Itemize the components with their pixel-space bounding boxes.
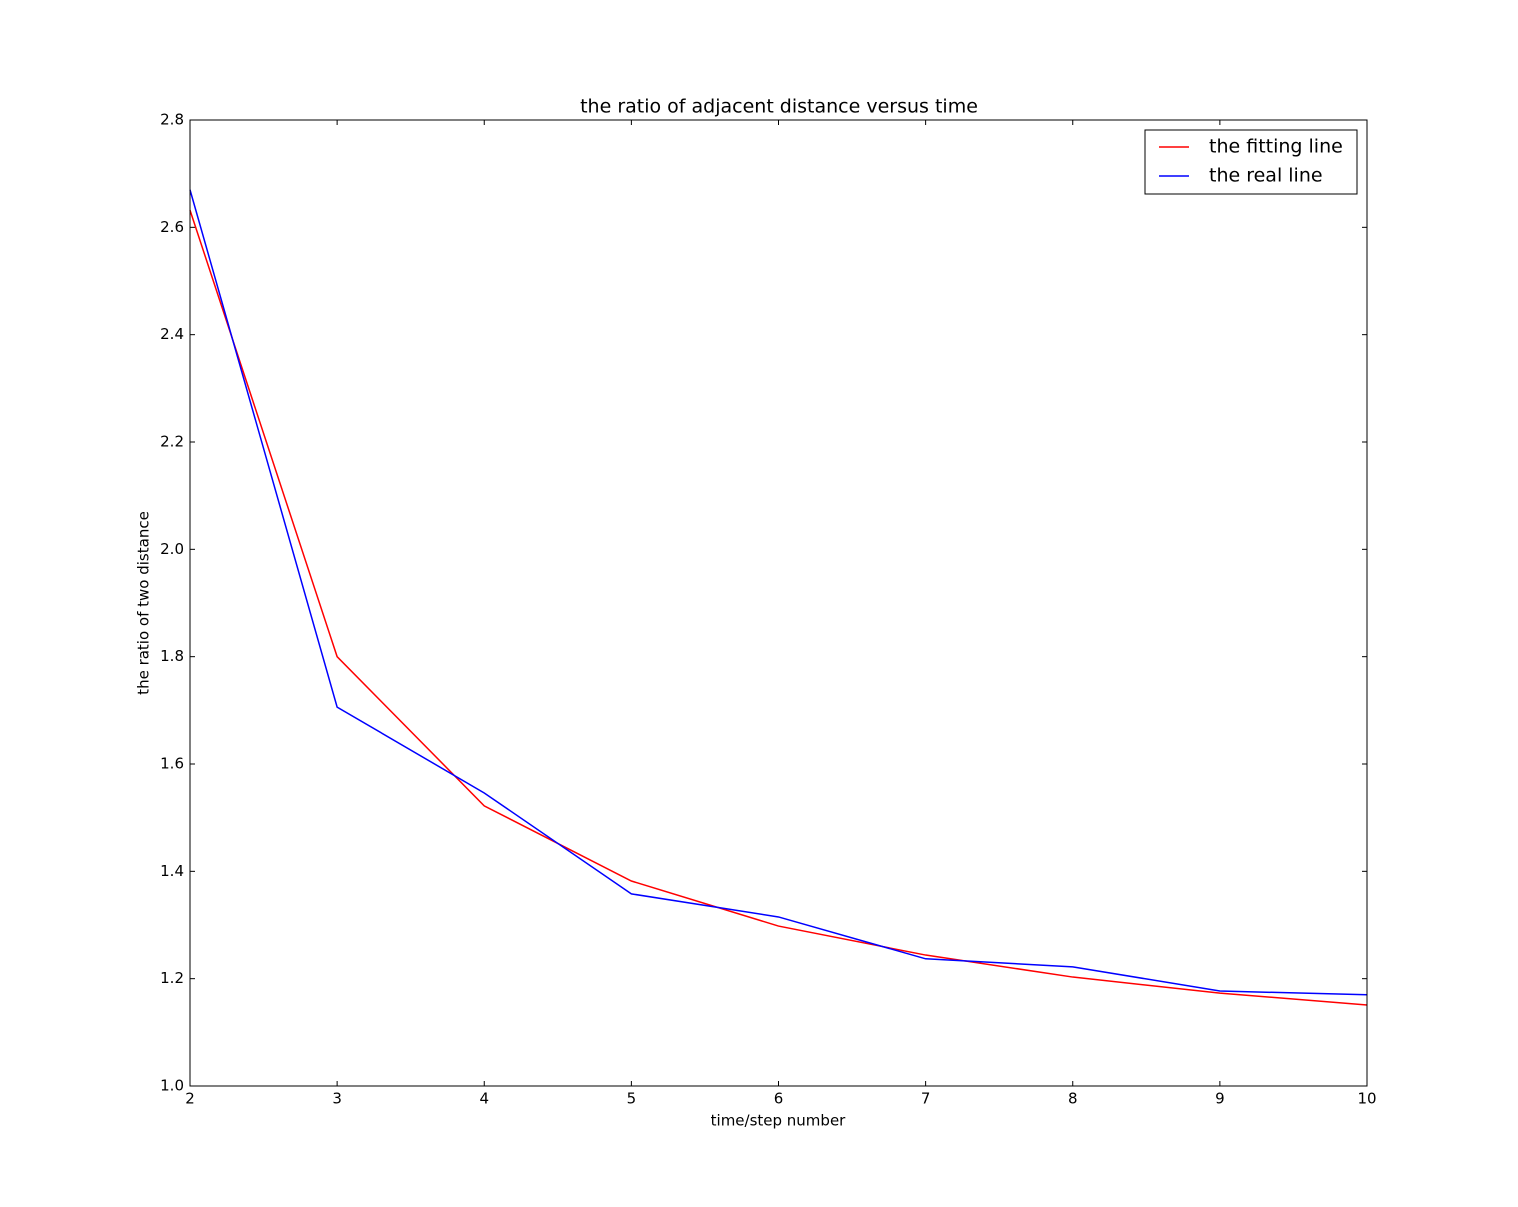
line-series <box>189 209 1368 1006</box>
x-tick-label: 3 <box>332 1090 342 1108</box>
legend-label: the fitting line <box>1209 136 1343 158</box>
x-tick-label: 8 <box>1068 1090 1078 1108</box>
x-tick-label: 7 <box>921 1090 931 1108</box>
legend-label: the real line <box>1209 165 1323 187</box>
y-tick-label: 1.2 <box>160 969 184 987</box>
x-tick-label: 6 <box>774 1090 784 1108</box>
plot-frame <box>189 119 1368 1087</box>
x-axis-label: time/step number <box>711 1112 847 1130</box>
y-tick-label: 2.6 <box>160 218 184 236</box>
x-tick-label: 9 <box>1215 1090 1225 1108</box>
legend-box <box>1144 129 1358 195</box>
x-tick-label: 4 <box>479 1090 489 1108</box>
y-tick-label: 2.2 <box>160 433 184 451</box>
y-tick-label: 2.0 <box>160 540 184 558</box>
y-axis-label: the ratio of two distance <box>135 511 153 695</box>
y-tick-label: 2.4 <box>160 325 184 343</box>
x-tick-label: 10 <box>1357 1090 1376 1108</box>
line-series <box>189 189 1368 996</box>
y-tick-label: 1.8 <box>160 647 184 665</box>
chart-title: the ratio of adjacent distance versus ti… <box>580 96 978 118</box>
x-tick-label: 5 <box>627 1090 637 1108</box>
y-tick-label: 2.8 <box>160 111 184 129</box>
y-tick-label: 1.0 <box>160 1077 184 1095</box>
y-tick-label: 1.4 <box>160 862 184 880</box>
x-tick-label: 2 <box>185 1090 195 1108</box>
y-tick-label: 1.6 <box>160 755 184 773</box>
